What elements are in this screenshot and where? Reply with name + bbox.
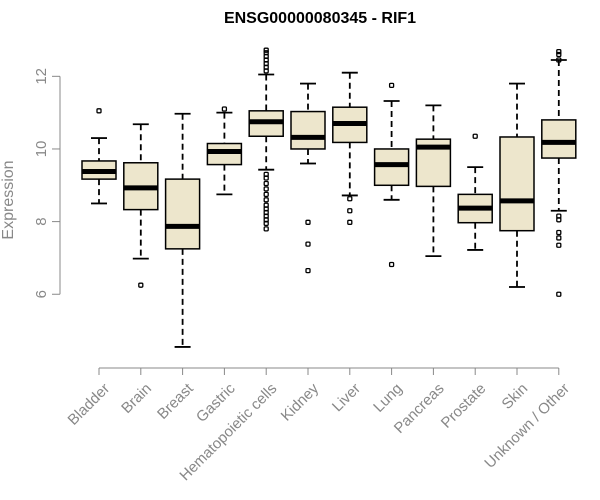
box-prostate [457, 133, 493, 251]
outlier-point [556, 242, 562, 248]
outlier-point [556, 213, 562, 219]
box-bladder [81, 108, 117, 205]
x-tick-label: Brain [118, 380, 155, 417]
outlier-point [556, 51, 562, 58]
x-tick-label: Bladder [65, 380, 114, 429]
boxes-group [81, 47, 577, 348]
iqr-box [541, 119, 577, 159]
x-tick-label: Lung [370, 380, 406, 416]
x-tick-label: Breast [154, 380, 197, 423]
outlier-point [556, 229, 562, 236]
y-tick-label: 6 [33, 290, 50, 298]
box-liver [332, 71, 368, 225]
outlier-point [263, 202, 269, 208]
outlier-point [263, 50, 269, 56]
outlier-point [263, 191, 269, 198]
y-tick-label: 12 [33, 68, 50, 85]
outlier-point [263, 186, 269, 192]
outlier-point [305, 267, 311, 274]
iqr-box [373, 148, 410, 187]
outlier-point [221, 106, 228, 112]
iqr-box [206, 142, 243, 166]
outlier-point [263, 171, 269, 178]
outlier-point [263, 197, 269, 203]
outlier-point [347, 196, 353, 202]
outlier-point [96, 108, 102, 114]
box-gastric [206, 106, 243, 196]
outlier-point [347, 208, 353, 214]
x-tick-label: Kidney [278, 380, 323, 425]
iqr-box [499, 136, 535, 232]
outlier-point [556, 48, 562, 55]
outlier-point [305, 219, 311, 225]
box-brain [123, 123, 159, 288]
outlier-point [472, 133, 478, 139]
box-hematopoietic-cells [248, 47, 284, 232]
outlier-point [556, 235, 562, 241]
chart-title: ENSG00000080345 - RIF1 [224, 10, 416, 27]
y-tick-label: 10 [33, 141, 50, 158]
iqr-box [164, 178, 201, 250]
outlier-point [388, 82, 395, 89]
box-breast [164, 112, 201, 348]
x-tick-label: Prostate [438, 380, 490, 432]
outlier-point [388, 261, 395, 268]
outlier-point [138, 282, 144, 288]
x-tick-label: Skin [499, 380, 532, 413]
outlier-point [263, 226, 269, 232]
box-skin [499, 82, 535, 288]
box-kidney [290, 82, 326, 274]
outlier-point [263, 180, 269, 187]
iqr-box [290, 110, 326, 150]
y-axis: 6 8 10 12 [33, 68, 61, 298]
outlier-point [305, 241, 311, 247]
outlier-point [263, 47, 269, 53]
y-tick-label: 8 [33, 217, 50, 225]
outlier-point [556, 291, 562, 297]
x-tick-label: Liver [329, 380, 364, 415]
box-unknown-other [541, 48, 577, 297]
outlier-point [347, 219, 353, 225]
box-lung [373, 82, 410, 268]
y-axis-label: Expression [0, 160, 17, 239]
box-pancreas [415, 104, 452, 258]
outlier-point [556, 57, 562, 63]
